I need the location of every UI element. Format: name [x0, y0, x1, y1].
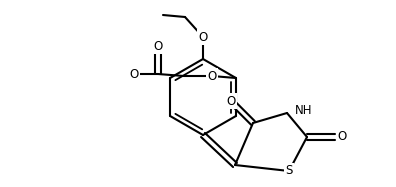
Text: O: O: [153, 39, 162, 53]
Text: O: O: [198, 30, 208, 44]
Text: O: O: [129, 68, 139, 80]
Text: O: O: [227, 94, 236, 108]
Text: O: O: [207, 70, 217, 82]
Text: S: S: [285, 165, 293, 177]
Text: NH: NH: [295, 103, 312, 117]
Text: O: O: [337, 131, 346, 143]
